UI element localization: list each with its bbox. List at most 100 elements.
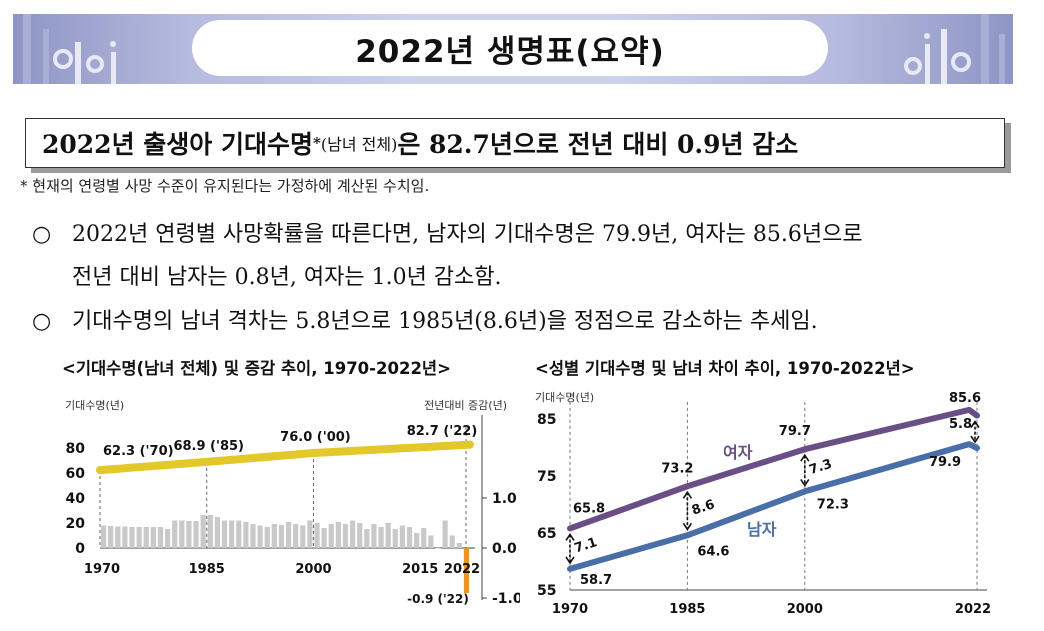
chart-1-bar — [321, 528, 327, 548]
chart-2-gap-arrowhead — [970, 420, 980, 429]
chart-2-x-tick: 1970 — [552, 602, 588, 617]
chart-2-gap-arrowhead — [800, 453, 810, 462]
chart-2-x-tick: 2000 — [787, 602, 823, 617]
chart-1-right-tick: 1.0 — [492, 491, 517, 507]
life-expectancy-total-chart: 기대수명(년) 전년대비 증감(년) 80 60 40 20 0 1.0 0.0 -1.0 -0.9… — [65, 399, 520, 607]
chart-1-bar — [164, 529, 171, 548]
chart-1-bar — [122, 526, 128, 548]
chart-1-bar — [186, 521, 192, 548]
chart-1-bar — [221, 520, 228, 548]
chart-2-line-female — [567, 406, 980, 532]
chart-1-bar — [250, 524, 256, 548]
chart-1-bar — [314, 523, 320, 548]
chart-1-bar — [421, 528, 427, 548]
chart-2-gap-label: 8.6 — [690, 497, 717, 518]
chart-1-title: <기대수명(남녀 전체) 및 증감 추이, 1970-2022년> — [62, 359, 451, 378]
chart-1-bar — [392, 529, 398, 548]
chart-1-bar — [115, 526, 121, 548]
chart-1-bar — [172, 520, 178, 548]
chart-1-bar — [264, 527, 270, 548]
chart-1-point-label: 62.3 ('70) — [103, 444, 174, 459]
banner-decoration-right — [883, 14, 1005, 84]
chart-1-negative-label: -0.9 ('22) — [407, 592, 469, 606]
footnote: * 현재의 연령별 사망 수준이 유지된다는 가정하에 계산된 수치임. — [20, 177, 430, 195]
chart-2-point-label: 72.3 — [817, 497, 849, 512]
chart-1-point-label: 82.7 ('22) — [407, 424, 478, 439]
chart-2-point-label: 65.8 — [573, 501, 605, 516]
chart-1-bar — [293, 524, 299, 548]
chart-1-bar — [414, 533, 420, 548]
chart-1-bar — [257, 525, 263, 548]
chart-1-right-tick: -1.0 — [492, 591, 520, 607]
chart-2-gap-arrowhead — [970, 435, 980, 444]
chart-2-gap-label: 7.1 — [573, 535, 600, 556]
chart-2-gap-arrowhead — [565, 532, 575, 541]
chart-1-bar — [285, 522, 292, 548]
bullet-1-line-2: 전년 대비 남자는 0.8년, 여자는 1.0년 감소함. — [72, 265, 502, 290]
chart-1-left-tick: 0 — [75, 541, 85, 557]
chart-1-bar — [236, 520, 242, 548]
chart-1-bar — [456, 543, 462, 548]
chart-2-x-tick: 1985 — [669, 602, 705, 617]
chart-1-x-tick: 1970 — [84, 562, 120, 577]
chart-1-bar — [378, 527, 384, 548]
chart-1-left-tick: 60 — [66, 466, 86, 482]
chart-1-bar-negative — [463, 548, 470, 593]
chart-1-bar — [150, 527, 156, 548]
chart-1-bar — [100, 525, 107, 548]
title-banner: 2022년 생명표(요약) — [13, 14, 1013, 84]
chart-1-bar — [364, 529, 370, 548]
chart-2-series-label-male: 남자 — [747, 520, 777, 539]
chart-1-x-tick: 1985 — [189, 562, 225, 577]
chart-1-bar — [129, 527, 135, 548]
headline-star: * — [313, 134, 321, 152]
chart-2-y-tick: 55 — [537, 583, 556, 599]
chart-1-bar — [243, 522, 249, 548]
bullet-2: ○ 기대수명의 남녀 격차는 5.8년으로 1985년(8.6년)을 정점으로 감… — [32, 303, 818, 335]
chart-1-bar — [200, 515, 206, 548]
chart-1-bar — [428, 535, 434, 548]
chart-1-bar — [143, 527, 149, 548]
chart-1-point-label: 68.9 ('85) — [173, 439, 244, 454]
chart-1-bar — [399, 525, 406, 548]
bullet-1: ○ 2022년 연령별 사망확률을 따른다면, 남자의 기대수명은 79.9년, … — [32, 216, 863, 248]
chart-2-gap-arrowhead — [682, 522, 693, 531]
chart-1-bar — [193, 521, 199, 548]
chart-1-bar — [406, 527, 413, 548]
chart-1-point-label: 76.0 ('00) — [280, 430, 351, 445]
chart-1-bar — [278, 525, 285, 548]
headline-part2: (남녀 전체) — [320, 135, 398, 154]
chart-1-bar — [229, 520, 235, 548]
headline-box: 2022년 출생아 기대수명 * (남녀 전체) 은 82.7년으로 전년 대비 0.… — [25, 118, 1005, 168]
chart-1-bar — [136, 527, 142, 548]
chart-1-bar — [271, 524, 277, 548]
chart-1-bar — [108, 526, 114, 548]
headline-part1: 2022년 출생아 기대수명 — [42, 130, 313, 159]
chart-1-left-axis-label: 기대수명(년) — [65, 399, 124, 412]
banner-decoration-left — [23, 14, 139, 84]
chart-2-title: <성별 기대수명 및 남녀 차이 추이, 1970-2022년> — [535, 359, 915, 378]
chart-1-bar — [357, 523, 363, 548]
chart-1-bar — [214, 517, 221, 548]
bullet-marker: ○ — [32, 309, 52, 334]
bullet-2-text: 기대수명의 남녀 격차는 5.8년으로 1985년(8.6년)을 정점으로 감소… — [72, 309, 818, 334]
chart-2-point-label: 73.2 — [661, 461, 693, 476]
chart-1-bar — [307, 520, 313, 548]
chart-2-y-tick: 75 — [537, 469, 556, 485]
chart-2-y-tick: 65 — [537, 526, 556, 542]
chart-1-bar — [371, 524, 377, 548]
chart-1-bar — [207, 515, 213, 548]
chart-2-point-label: 64.6 — [697, 544, 729, 559]
chart-2-axis-label: 기대수명(년) — [535, 391, 594, 404]
chart-1-x-tick: 2000 — [295, 562, 331, 577]
chart-1-bar — [435, 548, 441, 549]
chart-2-gap-arrowhead — [565, 556, 575, 565]
chart-1-bar — [328, 524, 334, 548]
chart-2-line-male — [567, 441, 980, 572]
chart-1-bar — [449, 535, 455, 548]
headline-part3: 은 82.7년으로 전년 대비 0.9년 감소 — [397, 130, 799, 159]
chart-1-x-tick: 2015 — [402, 562, 438, 577]
chart-2-point-label: 79.9 — [929, 455, 961, 470]
chart-1-bar — [342, 524, 349, 548]
